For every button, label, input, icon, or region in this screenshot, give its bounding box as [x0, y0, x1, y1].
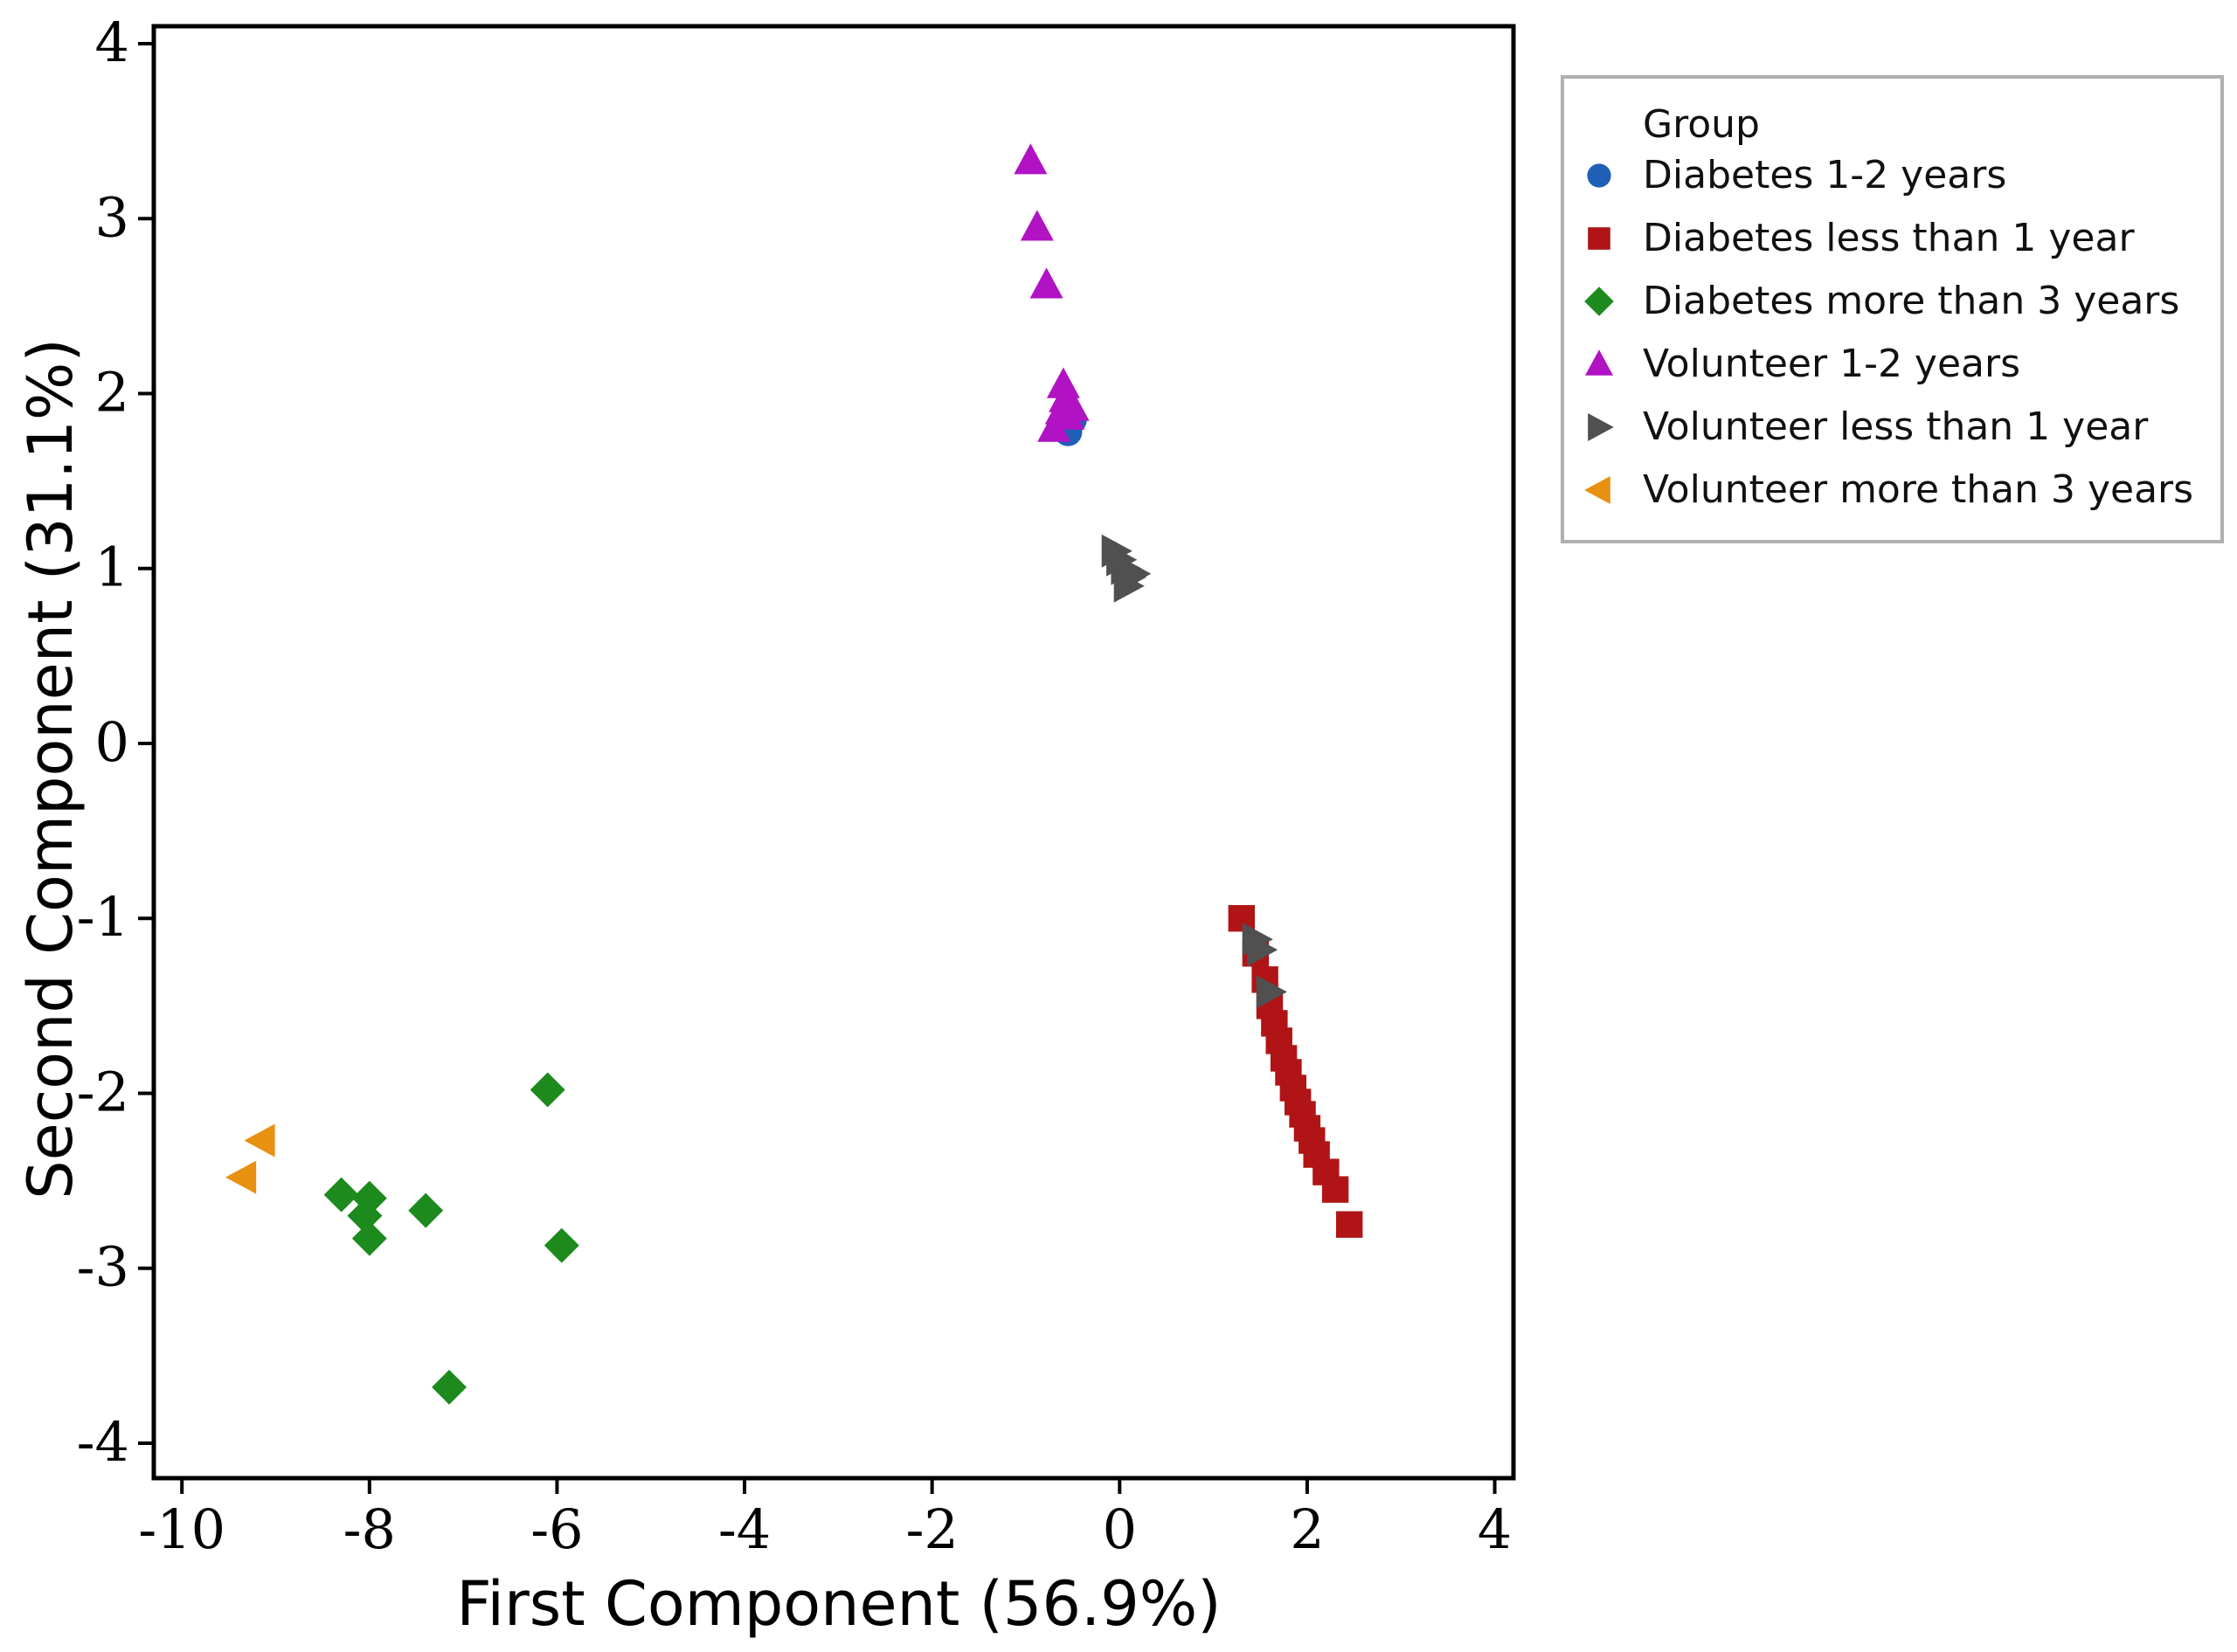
x-axis-label: First Component (56.9%)	[456, 1568, 1221, 1640]
legend-item: Volunteer more than 3 years	[1584, 467, 2193, 512]
data-point	[1256, 975, 1287, 1009]
legend-marker	[1585, 349, 1613, 376]
legend-marker	[1588, 413, 1614, 441]
legend-marker	[1587, 163, 1611, 188]
x-tick-label: -8	[343, 1497, 396, 1561]
legend-item-label: Diabetes more than 3 years	[1643, 279, 2179, 323]
legend-marker	[1588, 227, 1610, 250]
data-point	[1046, 367, 1080, 398]
data-point	[1120, 556, 1152, 591]
y-tick-label: 3	[95, 185, 129, 249]
data-point	[1056, 390, 1090, 421]
legend: Group Diabetes 1-2 years Diabetes less th…	[1561, 75, 2224, 543]
x-tick-label: -2	[905, 1497, 958, 1561]
data-point	[1321, 1176, 1349, 1203]
x-tick-label: 4	[1478, 1497, 1512, 1561]
legend-items: Diabetes 1-2 years Diabetes less than 1 y…	[1584, 153, 2193, 512]
series-volunteer-less-than-1-year	[1101, 534, 1287, 1009]
data-point	[1014, 143, 1048, 175]
data-point	[225, 1160, 257, 1194]
legend-item-label: Diabetes less than 1 year	[1643, 216, 2135, 260]
legend-item-label: Diabetes 1-2 years	[1643, 153, 2006, 197]
y-tick-label: -4	[77, 1410, 129, 1474]
data-point	[1020, 210, 1054, 241]
data-point	[1247, 933, 1278, 967]
y-tick-label: 2	[95, 361, 129, 425]
legend-marker	[1584, 476, 1610, 504]
series-volunteer-more-than-3-years	[225, 1123, 275, 1194]
data-point	[544, 1227, 579, 1263]
data-point	[1037, 411, 1071, 442]
data-point	[530, 1072, 565, 1108]
series-diabetes-more-than-3-years	[323, 1072, 579, 1405]
data-point	[323, 1177, 359, 1213]
y-axis-label: Second Component (31.1%)	[15, 338, 87, 1199]
x-tick-label: -10	[138, 1497, 225, 1561]
legend-item: Diabetes more than 3 years	[1584, 279, 2179, 323]
legend-marker	[1584, 287, 1614, 316]
legend-item-label: Volunteer 1-2 years	[1643, 342, 2020, 386]
legend-item: Volunteer less than 1 year	[1588, 404, 2149, 449]
x-axis: -10 -8 -6 -4 -2 0 2 4	[138, 1478, 1512, 1561]
series-volunteer-1-2-years	[1014, 143, 1090, 442]
data-point	[351, 1220, 387, 1256]
x-tick-label: 2	[1290, 1497, 1324, 1561]
y-tick-label: -2	[77, 1060, 129, 1123]
series-diabetes-less-than-1-year	[1228, 905, 1363, 1238]
legend-title: Group	[1643, 102, 1760, 147]
y-tick-label: 1	[95, 536, 129, 599]
legend-item: Volunteer 1-2 years	[1585, 342, 2020, 386]
legend-item: Diabetes less than 1 year	[1588, 216, 2135, 260]
y-axis: 4 3 2 1 0 -1 -2 -3 -4	[77, 10, 154, 1474]
legend-item: Diabetes 1-2 years	[1587, 153, 2006, 197]
legend-box	[1561, 75, 2224, 543]
legend-item-label: Volunteer less than 1 year	[1643, 404, 2149, 449]
y-tick-label: -1	[77, 885, 129, 949]
data-point	[244, 1123, 275, 1158]
data-point	[408, 1192, 444, 1228]
plot-frame	[151, 24, 1516, 1481]
data-point	[1336, 1211, 1363, 1238]
x-tick-label: -6	[530, 1497, 583, 1561]
data-points	[225, 143, 1363, 1405]
x-tick-label: 0	[1103, 1497, 1137, 1561]
y-tick-label: -3	[77, 1235, 129, 1299]
data-point	[1029, 267, 1063, 299]
y-tick-label: 0	[95, 710, 129, 774]
data-point	[347, 1198, 383, 1234]
x-tick-label: -4	[718, 1497, 771, 1561]
data-point	[432, 1369, 467, 1405]
legend-item-label: Volunteer more than 3 years	[1643, 467, 2193, 512]
y-tick-label: 4	[95, 10, 129, 74]
